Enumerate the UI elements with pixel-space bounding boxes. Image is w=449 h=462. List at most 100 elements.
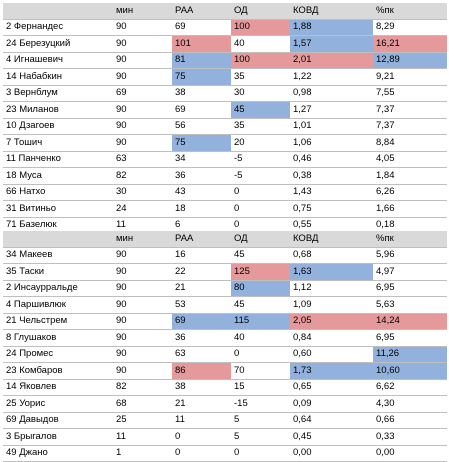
cell-player-name: 11 Панченко [3, 151, 113, 168]
cell-od: -5 [231, 167, 290, 185]
table-row: 25 Уорис 68 21 -15 0,09 4,30 [3, 395, 447, 413]
table-row: 71 Базелюк 11 6 0 0,55 0,18 [3, 217, 447, 234]
cell-od: 45 [231, 101, 290, 119]
cell-raa: 75 [172, 68, 231, 86]
cell-raa: 86 [172, 362, 231, 380]
header-row: мин РАА ОД КОВД %пк [3, 231, 447, 248]
column-header-pk-percent: %пк [373, 3, 447, 20]
cell-minutes: 90 [113, 280, 172, 297]
table-row: 69 Давыдов 25 11 5 0,64 0,66 [3, 412, 447, 429]
cell-player-name: 8 Глушаков [3, 329, 113, 347]
cell-minutes: 90 [113, 346, 172, 363]
cell-od: 0 [231, 445, 290, 462]
header-row: мин РАА ОД КОВД %пк [3, 3, 447, 20]
cell-player-name: 35 Таски [3, 263, 113, 281]
cell-od: 5 [231, 412, 290, 429]
cell-player-name: 24 Березуцкий [3, 35, 113, 53]
cell-player-name: 31 Витиньо [3, 200, 113, 218]
cell-minutes: 25 [113, 412, 172, 429]
cell-pk-percent: 1,84 [373, 167, 447, 185]
cell-kovd: 0,00 [290, 445, 373, 462]
table-row: 14 Яковлев 82 38 15 0,65 6,62 [3, 379, 447, 396]
cell-kovd: 1,09 [290, 296, 373, 314]
cell-raa: 43 [172, 184, 231, 201]
cell-kovd: 0,09 [290, 395, 373, 413]
cell-player-name: 2 Инсаурральде [3, 280, 113, 297]
cell-raa: 21 [172, 395, 231, 413]
cell-kovd: 0,45 [290, 428, 373, 446]
cell-raa: 0 [172, 445, 231, 462]
cell-player-name: 23 Комбаров [3, 362, 113, 380]
cell-minutes: 90 [113, 118, 172, 135]
cell-pk-percent: 6,95 [373, 329, 447, 347]
cell-raa: 16 [172, 247, 231, 264]
cell-pk-percent: 7,55 [373, 85, 447, 102]
cell-raa: 75 [172, 134, 231, 152]
column-header-player-name [3, 231, 113, 248]
cell-minutes: 11 [113, 428, 172, 446]
cell-player-name: 25 Уорис [3, 395, 113, 413]
cell-raa: 38 [172, 379, 231, 396]
table-row: 4 Паршивлюк 90 53 45 1,09 5,63 [3, 296, 447, 314]
cell-kovd: 0,68 [290, 247, 373, 264]
cell-kovd: 1,01 [290, 118, 373, 135]
table-row: 2 Фернандес 90 69 100 1,88 8,29 [3, 19, 447, 36]
table-row: 23 Миланов 90 69 45 1,27 7,37 [3, 101, 447, 119]
cell-od: 15 [231, 379, 290, 396]
cell-minutes: 90 [113, 247, 172, 264]
cell-od: -5 [231, 151, 290, 168]
cell-raa: 22 [172, 263, 231, 281]
cell-player-name: 4 Паршивлюк [3, 296, 113, 314]
cell-pk-percent: 4,97 [373, 263, 447, 281]
cell-pk-percent: 4,05 [373, 151, 447, 168]
cell-raa: 63 [172, 346, 231, 363]
cell-raa: 21 [172, 280, 231, 297]
cell-od: 45 [231, 247, 290, 264]
table-row: 8 Глушаков 90 36 40 0,84 6,95 [3, 329, 447, 347]
cell-minutes: 90 [113, 68, 172, 86]
cell-player-name: 69 Давыдов [3, 412, 113, 429]
cell-kovd: 0,64 [290, 412, 373, 429]
cell-pk-percent: 6,26 [373, 184, 447, 201]
cell-player-name: 49 Джано [3, 445, 113, 462]
cell-od: 115 [231, 313, 290, 330]
cell-od: 40 [231, 35, 290, 53]
cell-player-name: 14 Яковлев [3, 379, 113, 396]
cell-od: 30 [231, 85, 290, 102]
cell-pk-percent: 0,66 [373, 412, 447, 429]
cell-player-name: 3 Брыгалов [3, 428, 113, 446]
cell-od: 0 [231, 346, 290, 363]
cell-raa: 101 [172, 35, 231, 53]
cell-minutes: 63 [113, 151, 172, 168]
stats-table-2: мин РАА ОД КОВД %пк 34 Макеев 90 16 45 0,68 5,96 35… [3, 231, 447, 462]
cell-minutes: 90 [113, 35, 172, 53]
cell-pk-percent: 7,37 [373, 101, 447, 119]
cell-pk-percent: 5,63 [373, 296, 447, 314]
cell-od: 5 [231, 428, 290, 446]
table-row: 66 Натхо 30 43 0 1,43 6,26 [3, 184, 447, 201]
cell-kovd: 2,01 [290, 52, 373, 69]
cell-minutes: 90 [113, 134, 172, 152]
cell-minutes: 1 [113, 445, 172, 462]
cell-player-name: 2 Фернандес [3, 19, 113, 36]
cell-kovd: 1,63 [290, 263, 373, 281]
cell-raa: 53 [172, 296, 231, 314]
cell-pk-percent: 6,95 [373, 280, 447, 297]
cell-raa: 0 [172, 428, 231, 446]
column-header-kovd: КОВД [290, 3, 373, 20]
cell-minutes: 69 [113, 85, 172, 102]
cell-pk-percent: 4,30 [373, 395, 447, 413]
cell-od: 35 [231, 118, 290, 135]
table-row: 18 Муса 82 36 -5 0,38 1,84 [3, 167, 447, 185]
cell-od: 45 [231, 296, 290, 314]
table-row: 10 Дзагоев 90 56 35 1,01 7,37 [3, 118, 447, 135]
table-row: 35 Таски 90 22 125 1,63 4,97 [3, 263, 447, 281]
cell-raa: 69 [172, 19, 231, 36]
cell-minutes: 82 [113, 379, 172, 396]
cell-kovd: 2,05 [290, 313, 373, 330]
table-row: 23 Комбаров 90 86 70 1,73 10,60 [3, 362, 447, 380]
cell-kovd: 1,12 [290, 280, 373, 297]
cell-pk-percent: 7,37 [373, 118, 447, 135]
column-header-od: ОД [231, 3, 290, 20]
column-header-kovd: КОВД [290, 231, 373, 248]
